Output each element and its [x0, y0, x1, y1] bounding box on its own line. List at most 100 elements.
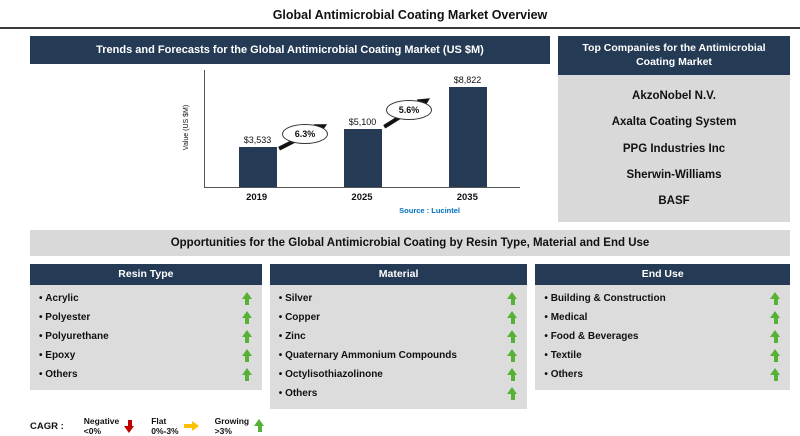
trend-up-arrow-icon [241, 291, 253, 306]
item-label: Acrylic [39, 293, 78, 304]
company-name: Sherwin-Williams [626, 168, 722, 181]
trend-up-arrow-icon [507, 386, 518, 401]
company-name: Axalta Coating System [611, 116, 737, 129]
item-label: Polyurethane [39, 331, 108, 342]
list-item: Food & Beverages [544, 327, 781, 346]
item-label: Polyester [39, 312, 90, 323]
legend-entry-flat: Flat 0%-3% [151, 416, 199, 436]
item-label: Textile [544, 350, 582, 361]
item-label: Others [279, 388, 317, 399]
trend-up-arrow-icon [770, 291, 781, 306]
company-name: BASF [658, 194, 690, 207]
item-label: Octylisothiazolinone [279, 369, 383, 380]
opportunity-column-material: Material Silver Copper Zinc Quaternary Ammon… [269, 264, 528, 409]
x-axis-tick-label: 2035 [456, 192, 478, 203]
list-item: Polyurethane [39, 327, 253, 346]
legend-up-arrow-icon [254, 419, 265, 433]
legend-entry-text: Negative <0% [84, 416, 119, 436]
list-item: Others [39, 365, 253, 384]
legend-entry-name: Negative [83, 416, 120, 426]
top-companies-header: Top Companies for the Antimicrobial Coat… [558, 36, 790, 76]
bar-value-label: $8,822 [453, 75, 482, 85]
list-item: Epoxy [39, 346, 253, 365]
top-companies-panel: Top Companies for the Antimicrobial Coat… [558, 36, 790, 222]
item-label: Zinc [279, 331, 306, 342]
item-label: Others [544, 369, 583, 380]
legend-entry-text: Growing >3% [215, 416, 249, 436]
legend-entry-growing: Growing >3% [215, 416, 265, 436]
column-items: Silver Copper Zinc Quaternary Ammonium Comp… [269, 285, 528, 409]
item-label: Epoxy [39, 350, 75, 361]
chart-canvas: Value (US $M) $3,533 $5,100 $8,822 2019 202… [180, 66, 530, 222]
trend-up-arrow-icon [770, 367, 781, 382]
bar-value-label: $5,100 [348, 117, 377, 127]
trend-up-arrow-icon [770, 348, 781, 363]
bar-chart: Value (US $M) $3,533 $5,100 $8,822 2019 202… [30, 64, 550, 222]
opportunities-banner: Opportunities for the Global Antimicrobi… [30, 230, 790, 256]
top-row: Trends and Forecasts for the Global Anti… [30, 36, 790, 222]
list-item: Polyester [39, 308, 253, 327]
growth-rate-badge-1: 6.3% [282, 124, 328, 144]
legend-entry-range: 0%-3% [151, 426, 179, 436]
trend-up-arrow-icon [241, 310, 253, 325]
opportunity-column-end-use: End Use Building & Construction Medical Foo… [535, 264, 790, 390]
trend-up-arrow-icon [241, 367, 253, 382]
list-item: Silver [279, 289, 519, 308]
item-label: Food & Beverages [544, 331, 639, 342]
trend-up-arrow-icon [507, 367, 518, 382]
list-item: Textile [544, 346, 781, 365]
list-item: Copper [279, 308, 519, 327]
list-item: Medical [544, 308, 781, 327]
company-name: AkzoNobel N.V. [632, 90, 716, 103]
legend-down-arrow-icon [124, 419, 135, 434]
cagr-label: CAGR : [30, 420, 64, 432]
legend-entry-range: <0% [83, 426, 102, 436]
bar-value-label: $3,533 [243, 135, 272, 145]
legend-entry-text: Flat 0%-3% [151, 416, 178, 436]
item-label: Quaternary Ammonium Compounds [279, 350, 457, 361]
legend-entry-range: >3% [214, 426, 232, 436]
list-item: Building & Construction [544, 289, 781, 308]
x-axis-tick-label: 2025 [351, 192, 373, 203]
y-axis-label: Value (US $M) [183, 104, 191, 151]
trend-up-arrow-icon [770, 329, 781, 344]
opportunity-column-resin-type: Resin Type Acrylic Polyester Polyurethane Ep… [30, 264, 262, 390]
title-divider [0, 27, 800, 29]
list-item: Quaternary Ammonium Compounds [279, 346, 519, 365]
trend-up-arrow-icon [507, 348, 518, 363]
plot-area: $3,533 $5,100 $8,822 [204, 70, 520, 188]
chart-bar [238, 147, 277, 187]
trend-up-arrow-icon [507, 291, 518, 306]
trend-up-arrow-icon [770, 310, 781, 325]
chart-bar-slot: $8,822 [448, 75, 488, 187]
list-item: Others [544, 365, 781, 384]
trend-up-arrow-icon [241, 348, 253, 363]
page-title: Global Antimicrobial Coating Market Over… [272, 8, 548, 22]
trends-panel-header: Trends and Forecasts for the Global Anti… [30, 36, 550, 64]
column-items: Acrylic Polyester Polyurethane Epoxy Others [30, 285, 262, 390]
item-label: Medical [544, 312, 588, 323]
legend-entries: Negative <0% Flat 0%-3% Growing >3% [84, 416, 265, 436]
list-item: Acrylic [39, 289, 253, 308]
legend-entry-name: Growing [214, 416, 250, 426]
column-header: Material [269, 264, 528, 285]
chart-bar-slot: $3,533 [238, 135, 278, 187]
column-items: Building & Construction Medical Food & Bev… [535, 285, 790, 390]
column-header: End Use [535, 264, 790, 285]
trend-up-arrow-icon [241, 329, 253, 344]
chart-bar [343, 129, 382, 187]
item-label: Silver [279, 293, 312, 304]
opportunities-columns: Resin Type Acrylic Polyester Polyurethane Ep… [30, 264, 790, 409]
growth-rate-badge-2: 5.6% [386, 100, 432, 120]
list-item: Octylisothiazolinone [279, 365, 519, 384]
chart-bar-slot: $5,100 [343, 117, 383, 187]
cagr-legend: CAGR : Negative <0% Flat 0%-3% Growing >3% [30, 416, 790, 436]
chart-source: Source : Lucintel [399, 206, 460, 215]
company-name: PPG Industries Inc [622, 142, 726, 155]
legend-entry-name: Flat [151, 416, 167, 426]
column-header: Resin Type [30, 264, 262, 285]
trend-up-arrow-icon [507, 329, 518, 344]
item-label: Building & Construction [544, 293, 666, 304]
x-axis-tick-label: 2019 [246, 192, 268, 203]
